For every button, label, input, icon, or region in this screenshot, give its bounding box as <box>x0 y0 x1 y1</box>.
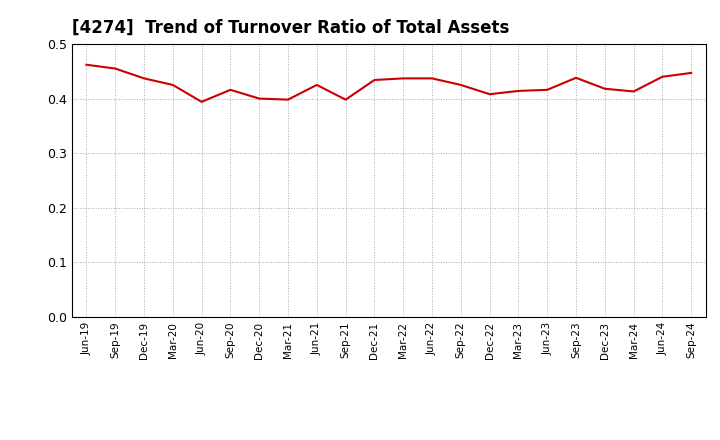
Text: [4274]  Trend of Turnover Ratio of Total Assets: [4274] Trend of Turnover Ratio of Total … <box>72 19 509 37</box>
